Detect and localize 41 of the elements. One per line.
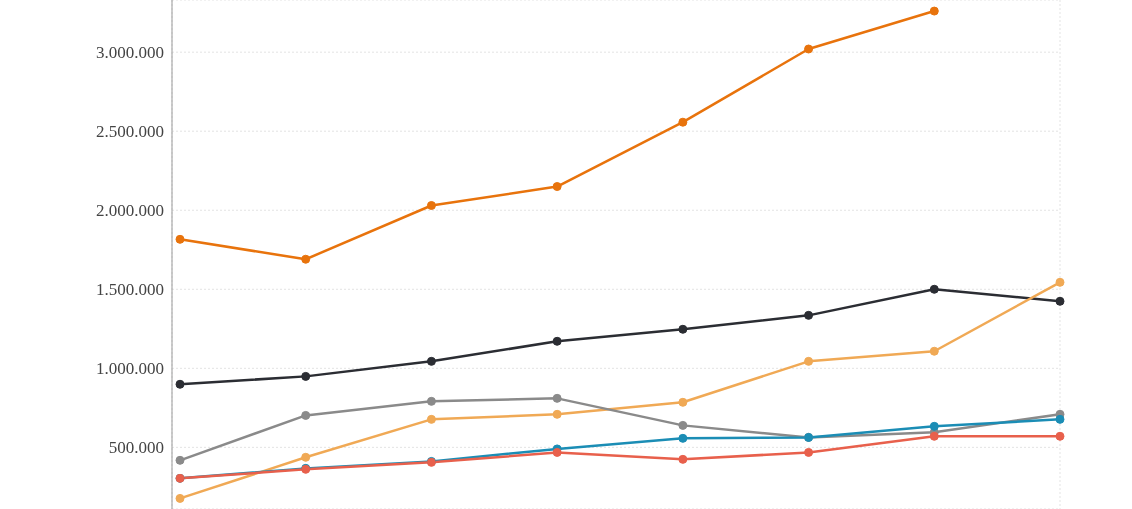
point <box>678 324 688 334</box>
point <box>804 44 814 54</box>
point <box>301 371 311 381</box>
point <box>1055 277 1065 287</box>
point <box>1055 296 1065 306</box>
point <box>929 284 939 294</box>
point <box>175 455 185 465</box>
point <box>175 234 185 244</box>
point <box>804 310 814 320</box>
y-tick-label: 2.000.000 <box>96 201 164 221</box>
point <box>929 421 939 431</box>
point <box>301 452 311 462</box>
point <box>1055 414 1065 424</box>
point <box>175 493 185 503</box>
point <box>175 379 185 389</box>
point <box>678 433 688 443</box>
point <box>804 447 814 457</box>
point <box>552 409 562 419</box>
point <box>804 356 814 366</box>
point <box>929 6 939 16</box>
point <box>678 420 688 430</box>
point <box>426 414 436 424</box>
point <box>678 117 688 127</box>
y-tick-label: 3.000.000 <box>96 43 164 63</box>
y-tick-label: 1.500.000 <box>96 280 164 300</box>
point <box>552 182 562 192</box>
y-tick-label: 500.000 <box>108 438 164 458</box>
point <box>552 336 562 346</box>
point <box>301 254 311 264</box>
point <box>552 393 562 403</box>
point <box>1055 431 1065 441</box>
point <box>426 356 436 366</box>
point <box>301 410 311 420</box>
point <box>929 431 939 441</box>
point <box>426 396 436 406</box>
point <box>929 346 939 356</box>
point <box>678 397 688 407</box>
y-tick-label: 1.000.000 <box>96 359 164 379</box>
point <box>678 454 688 464</box>
y-tick-label: 2.500.000 <box>96 122 164 142</box>
point <box>426 201 436 210</box>
